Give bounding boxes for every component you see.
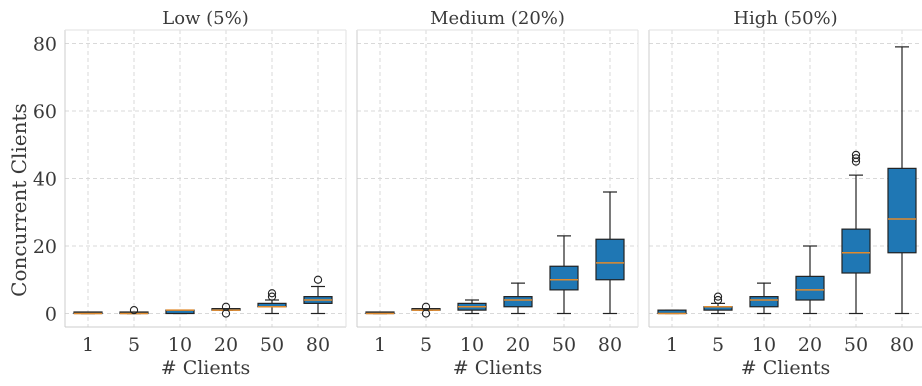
box [595, 238, 625, 281]
x-axis-label: # Clients [741, 357, 831, 379]
box [841, 228, 871, 274]
x-tick-label: 80 [598, 334, 622, 356]
outlier-point [129, 305, 139, 315]
y-axis-label: Concurrent Clients [7, 103, 31, 297]
x-tick-label: 80 [306, 334, 330, 356]
x-tick-label: 5 [712, 334, 724, 356]
box-5 [119, 305, 149, 315]
box-50 [549, 235, 579, 315]
outlier-point [267, 292, 277, 301]
box-10 [457, 299, 487, 315]
y-tick-label: 60 [33, 101, 57, 123]
box-10 [749, 282, 779, 315]
box [749, 296, 779, 308]
outlier-point [713, 292, 723, 301]
x-tick-label: 50 [260, 334, 284, 356]
x-tick-label: 20 [506, 334, 530, 356]
panel-2: Medium (20%) 1 5 10 20 50 80 # Clients [356, 8, 639, 379]
outlier-point [851, 154, 861, 163]
panel-title: Low (5%) [162, 8, 249, 29]
panel-title: High (50%) [733, 8, 837, 29]
outlier-point [267, 289, 277, 298]
box-80 [887, 46, 917, 315]
outlier-point [713, 295, 723, 305]
panel-1: Low (5%) 0 20 40 60 80 1 5 10 20 50 80 # Clients [33, 8, 347, 379]
box-5 [411, 302, 441, 318]
box-50 [841, 150, 871, 315]
y-tick-label: 0 [45, 304, 57, 326]
x-tick-label: 50 [552, 334, 576, 356]
y-tick-label: 40 [33, 169, 57, 191]
x-axis-label: # Clients [161, 357, 251, 379]
box-80 [303, 275, 333, 315]
box [503, 296, 533, 308]
box-10 [165, 309, 195, 315]
x-tick-label: 5 [128, 334, 140, 356]
panel-3: High (50%) 1 5 10 20 50 80 # Clients [648, 8, 922, 379]
x-tick-label: 20 [214, 334, 238, 356]
outlier-point [421, 302, 431, 311]
panel-title: Medium (20%) [430, 8, 565, 29]
box-20 [211, 302, 241, 318]
box [887, 167, 917, 254]
box-80 [595, 191, 625, 315]
y-tick-label: 20 [33, 236, 57, 258]
outlier-point [851, 150, 861, 160]
x-tick-label: 10 [752, 334, 776, 356]
x-tick-label: 5 [420, 334, 432, 356]
box-5 [703, 292, 733, 315]
box-20 [503, 282, 533, 315]
x-tick-label: 1 [666, 334, 678, 356]
x-axis-label: # Clients [453, 357, 543, 379]
box-1 [657, 309, 687, 315]
x-tick-label: 20 [798, 334, 822, 356]
box-20 [795, 245, 825, 315]
x-tick-label: 10 [168, 334, 192, 356]
box-50 [257, 289, 287, 315]
outlier-point [313, 275, 323, 284]
x-tick-label: 10 [460, 334, 484, 356]
box-1 [365, 311, 395, 315]
box-1 [73, 311, 103, 315]
x-tick-label: 1 [82, 334, 94, 356]
outlier-point [221, 302, 231, 311]
box [549, 265, 579, 291]
box [795, 275, 825, 301]
x-tick-label: 80 [890, 334, 914, 356]
x-tick-label: 1 [374, 334, 386, 356]
x-tick-label: 50 [844, 334, 868, 356]
y-tick-label: 80 [33, 34, 57, 56]
